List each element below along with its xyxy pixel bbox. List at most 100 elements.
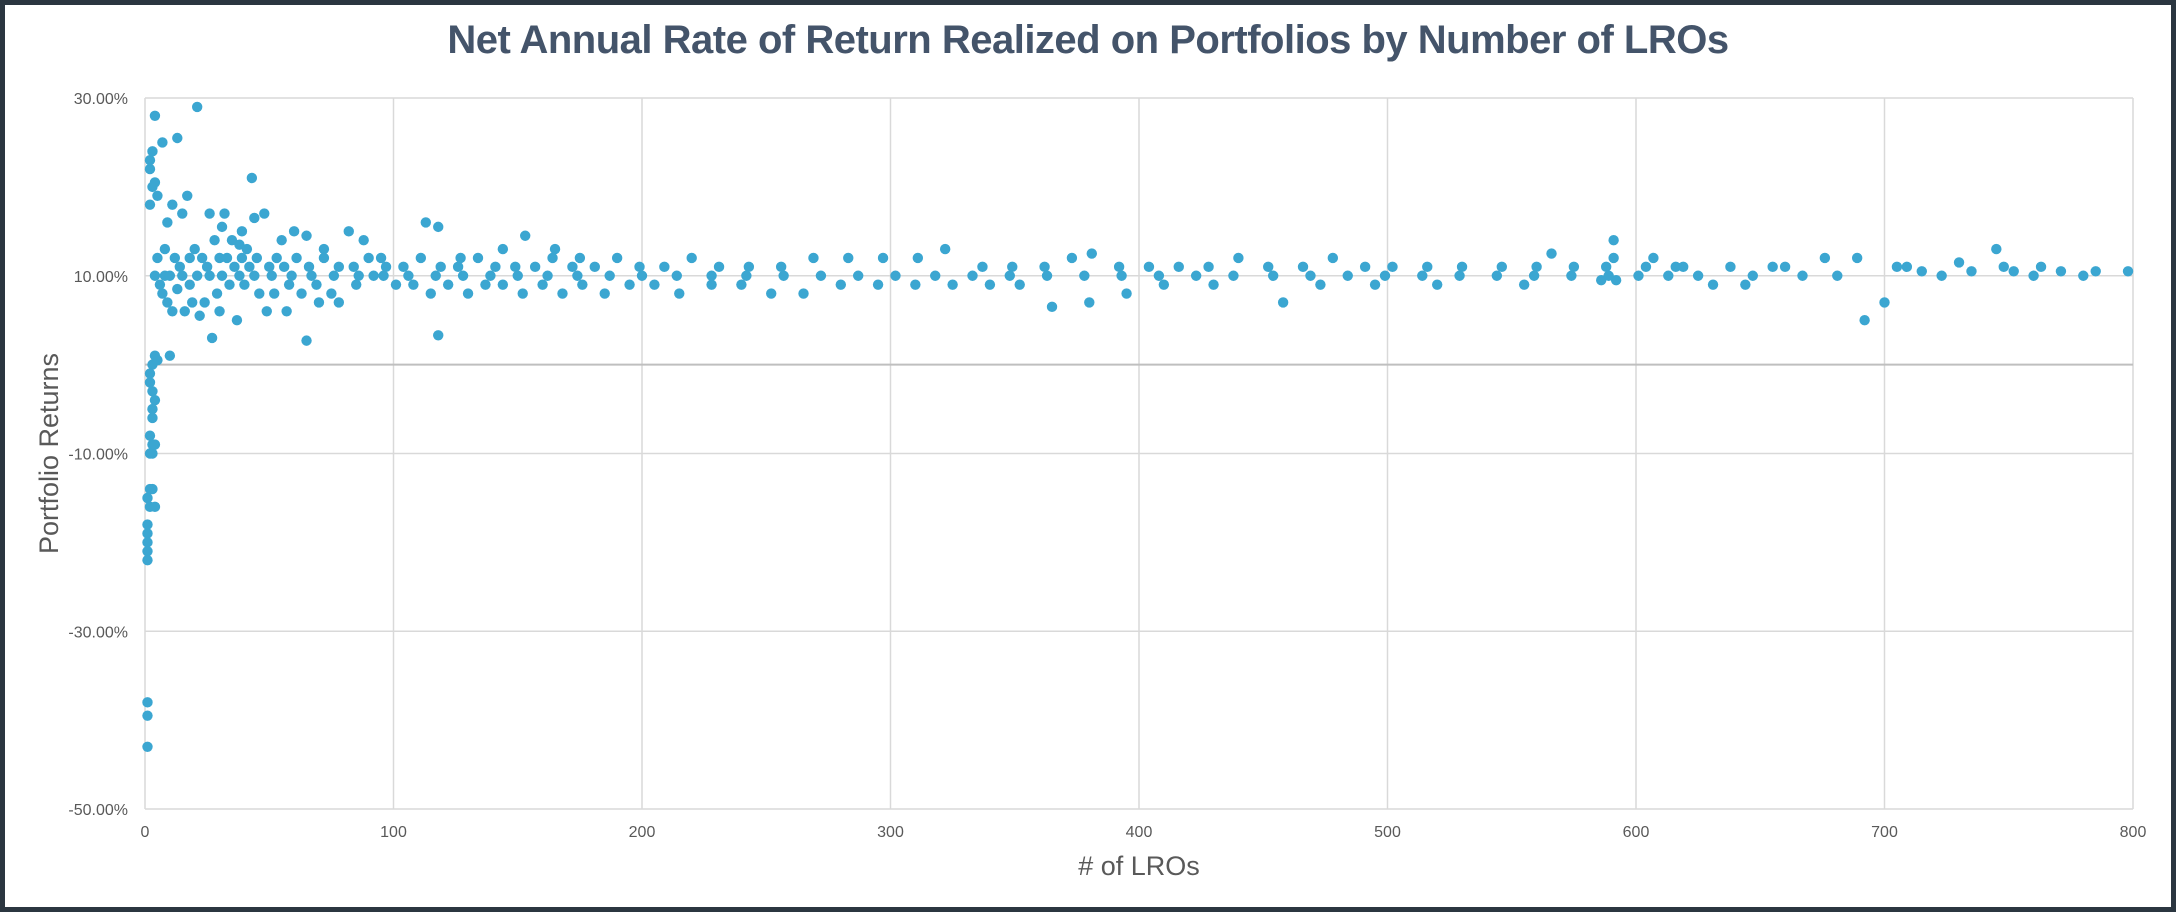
data-point [939,243,951,255]
y-tick-labels: 30.00% 10.00% -10.00% -30.00% -50.00% [68,91,128,819]
data-point [604,270,615,281]
data-point [348,261,359,273]
data-point [2028,270,2039,281]
data-point [497,243,509,255]
data-point [184,279,195,290]
data-point [572,270,583,281]
data-point [333,261,345,273]
data-point [2008,266,2019,277]
data-point [1432,279,1443,290]
data-point [147,146,158,157]
data-point [1670,261,1681,273]
data-point [1203,261,1214,273]
data-point [147,403,158,415]
data-point [1116,270,1127,281]
data-point [199,297,210,308]
data-point [1454,270,1465,281]
data-point [1208,279,1219,290]
data-point [241,243,253,255]
data-point [251,252,263,264]
y-axis-title: Portfolio Returns [34,353,64,554]
data-point [1491,270,1503,281]
data-point [1901,261,1913,273]
data-point [517,288,528,299]
y-tick-label: -50.00% [68,802,128,819]
data-point [547,252,558,264]
data-point [201,261,213,273]
data-point [1531,261,1542,273]
data-point [808,252,819,264]
data-point [214,252,225,264]
data-point [930,270,941,281]
data-point [182,190,193,201]
data-point [303,261,315,273]
data-point [144,155,156,166]
data-point [1004,270,1015,281]
data-point [1305,270,1316,281]
data-point [358,235,369,246]
data-point [172,283,183,295]
x-tick-label: 400 [1126,824,1153,841]
data-point [206,332,218,344]
data-point [455,252,466,264]
data-point [239,279,250,290]
data-point [835,279,846,290]
data-point [462,288,474,299]
data-point [442,279,454,290]
data-point [567,261,578,273]
data-point [1456,261,1468,273]
data-point [353,270,364,281]
data-point [266,270,277,281]
x-tick-label: 800 [2120,824,2147,841]
data-point [1608,235,1619,246]
data-point [311,279,322,290]
data-point [236,252,248,264]
data-point [326,288,337,299]
data-points [142,101,2134,752]
data-point [229,261,240,273]
data-point [736,279,747,290]
data-point [177,270,188,281]
data-point [142,492,153,504]
data-point [775,261,787,273]
data-point [149,270,161,281]
data-point [147,412,158,424]
data-point [557,288,568,299]
data-point [278,261,290,273]
data-point [162,217,173,228]
data-point [283,279,295,290]
data-point [333,297,345,308]
data-point [378,270,389,281]
data-point [634,261,645,273]
data-point [1566,270,1577,281]
data-point [706,279,717,290]
data-point [1518,279,1530,290]
data-point [766,288,777,299]
y-tick-label: 10.00% [74,269,128,286]
data-point [216,270,228,281]
x-tick-label: 0 [141,824,150,841]
data-point [1342,270,1353,281]
data-point [174,261,185,273]
data-point [497,279,509,290]
data-point [1797,270,1808,281]
data-point [408,279,419,290]
data-point [1233,252,1244,264]
data-point [636,270,648,281]
data-point [457,270,469,281]
data-point [221,252,233,264]
data-point [472,252,484,264]
data-point [1086,248,1097,259]
data-point [231,314,243,326]
data-point [1153,270,1165,281]
chart-title: Net Annual Rate of Return Realized on Po… [447,18,1729,62]
data-point [261,306,272,317]
data-point [204,270,215,281]
data-point [2122,266,2134,277]
data-point [1640,261,1652,273]
data-point [599,288,610,299]
data-point [1692,270,1704,281]
data-point [209,235,220,246]
